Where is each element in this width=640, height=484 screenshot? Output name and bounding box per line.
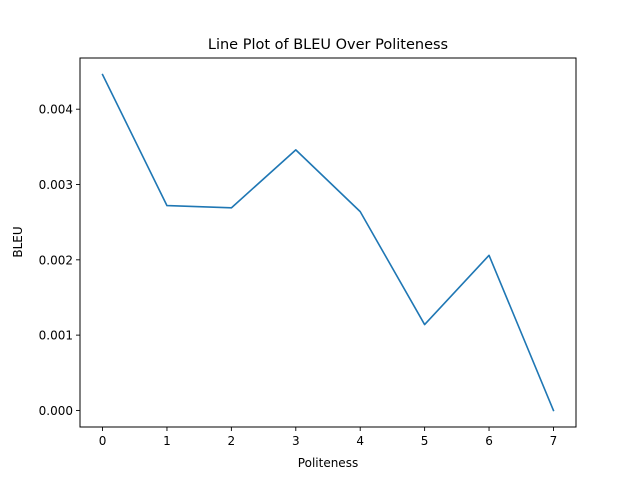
y-tick-label: 0.004 [39, 103, 73, 117]
x-tick-label: 1 [163, 434, 171, 448]
chart-title: Line Plot of BLEU Over Politeness [208, 37, 448, 53]
y-axis-label: BLEU [11, 226, 25, 257]
y-tick-label: 0.001 [39, 329, 73, 343]
series-layer [101, 73, 555, 412]
x-tick-label: 5 [421, 434, 429, 448]
x-tick-label: 3 [292, 434, 300, 448]
x-tick-label: 6 [485, 434, 493, 448]
x-axis: 0 1 2 3 4 5 6 7 [99, 427, 558, 448]
y-axis: 0.000 0.001 0.002 0.003 0.004 [39, 103, 80, 418]
x-axis-label: Politeness [298, 456, 358, 470]
plot-area [79, 57, 577, 428]
y-tick-label: 0.003 [39, 178, 73, 192]
y-tick-label: 0.000 [39, 404, 73, 418]
x-tick-label: 7 [550, 434, 558, 448]
x-tick-label: 4 [356, 434, 364, 448]
x-tick-label: 0 [99, 434, 107, 448]
y-tick-label: 0.002 [39, 253, 73, 267]
x-tick-label: 2 [228, 434, 236, 448]
series-line [101, 73, 555, 412]
